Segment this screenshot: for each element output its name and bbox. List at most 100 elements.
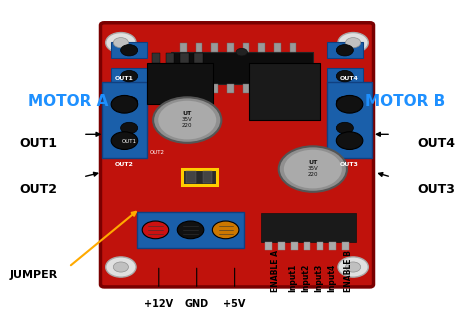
Text: GND: GND bbox=[185, 299, 209, 309]
Bar bbox=[304, 242, 310, 250]
Bar bbox=[111, 94, 147, 110]
Circle shape bbox=[113, 38, 128, 48]
Bar bbox=[111, 120, 147, 136]
Text: 35V: 35V bbox=[308, 166, 318, 171]
Bar bbox=[171, 52, 313, 84]
Circle shape bbox=[337, 96, 353, 108]
Bar bbox=[182, 169, 217, 185]
Bar bbox=[102, 82, 147, 158]
Bar bbox=[290, 43, 296, 52]
Bar bbox=[111, 68, 147, 84]
Circle shape bbox=[337, 132, 363, 149]
Bar bbox=[180, 84, 187, 93]
Circle shape bbox=[120, 70, 137, 82]
Bar bbox=[258, 43, 265, 52]
Bar bbox=[278, 242, 285, 250]
Bar bbox=[342, 242, 349, 250]
Bar bbox=[196, 84, 202, 93]
Bar bbox=[249, 63, 320, 120]
Bar bbox=[137, 212, 244, 248]
Text: OUT2: OUT2 bbox=[19, 183, 57, 196]
Bar bbox=[261, 213, 356, 242]
Text: MOTOR A: MOTOR A bbox=[28, 94, 109, 109]
Circle shape bbox=[153, 97, 221, 143]
FancyBboxPatch shape bbox=[100, 23, 374, 287]
Circle shape bbox=[338, 257, 368, 277]
Text: OUT1: OUT1 bbox=[19, 137, 57, 150]
Bar bbox=[196, 43, 202, 52]
Circle shape bbox=[111, 95, 137, 113]
Bar bbox=[327, 82, 372, 158]
Text: ENABLE B: ENABLE B bbox=[344, 250, 353, 292]
Circle shape bbox=[106, 33, 136, 53]
Bar bbox=[317, 242, 323, 250]
Text: OUT2: OUT2 bbox=[149, 150, 164, 155]
Circle shape bbox=[346, 38, 361, 48]
Text: Input1: Input1 bbox=[289, 264, 297, 292]
Bar bbox=[211, 84, 218, 93]
Text: OUT3: OUT3 bbox=[417, 183, 455, 196]
Circle shape bbox=[284, 150, 342, 188]
Circle shape bbox=[158, 101, 216, 139]
Circle shape bbox=[212, 221, 239, 239]
Bar bbox=[327, 42, 363, 58]
Circle shape bbox=[337, 70, 353, 82]
Circle shape bbox=[120, 45, 137, 56]
Bar bbox=[180, 43, 187, 52]
Bar bbox=[203, 171, 212, 183]
Text: OUT3: OUT3 bbox=[340, 162, 359, 167]
Circle shape bbox=[337, 95, 363, 113]
Bar bbox=[291, 242, 298, 250]
Bar bbox=[290, 84, 296, 93]
Bar bbox=[147, 63, 213, 104]
Text: Input3: Input3 bbox=[314, 264, 323, 292]
Circle shape bbox=[279, 146, 347, 192]
Text: Input4: Input4 bbox=[327, 264, 336, 292]
Bar bbox=[274, 43, 281, 52]
Circle shape bbox=[120, 96, 137, 108]
Circle shape bbox=[177, 221, 204, 239]
Bar bbox=[329, 242, 336, 250]
Text: Input2: Input2 bbox=[301, 264, 310, 292]
Text: OUT4: OUT4 bbox=[417, 137, 455, 150]
Text: OUT1: OUT1 bbox=[122, 139, 137, 144]
Circle shape bbox=[113, 262, 128, 272]
Text: UT: UT bbox=[308, 160, 318, 165]
Bar bbox=[211, 43, 218, 52]
Bar bbox=[227, 84, 234, 93]
Bar bbox=[227, 43, 234, 52]
Bar bbox=[243, 84, 249, 93]
Bar bbox=[186, 171, 196, 183]
Text: OUT2: OUT2 bbox=[115, 162, 134, 167]
Text: +5V: +5V bbox=[223, 299, 246, 309]
Text: MOTOR B: MOTOR B bbox=[365, 94, 446, 109]
Circle shape bbox=[111, 132, 137, 149]
Circle shape bbox=[120, 122, 137, 134]
Bar bbox=[180, 53, 189, 63]
Bar bbox=[274, 84, 281, 93]
Bar bbox=[243, 43, 249, 52]
Circle shape bbox=[346, 262, 361, 272]
Circle shape bbox=[337, 122, 353, 134]
Text: OUT4: OUT4 bbox=[340, 76, 359, 81]
Bar bbox=[166, 53, 174, 63]
Text: UT: UT bbox=[182, 111, 192, 116]
Circle shape bbox=[106, 257, 136, 277]
Text: JUMPER: JUMPER bbox=[9, 270, 58, 280]
Circle shape bbox=[236, 48, 247, 56]
Bar bbox=[194, 53, 203, 63]
Circle shape bbox=[142, 221, 169, 239]
Bar bbox=[152, 53, 160, 63]
Bar bbox=[327, 68, 363, 84]
Bar bbox=[327, 120, 363, 136]
Bar bbox=[258, 84, 265, 93]
Bar bbox=[327, 94, 363, 110]
Text: +12V: +12V bbox=[144, 299, 173, 309]
Bar bbox=[265, 242, 272, 250]
Text: 35V: 35V bbox=[182, 117, 192, 122]
Circle shape bbox=[338, 33, 368, 53]
Text: 220: 220 bbox=[308, 172, 318, 177]
Text: OUT1: OUT1 bbox=[115, 76, 134, 81]
Circle shape bbox=[337, 45, 353, 56]
Bar bbox=[111, 42, 147, 58]
